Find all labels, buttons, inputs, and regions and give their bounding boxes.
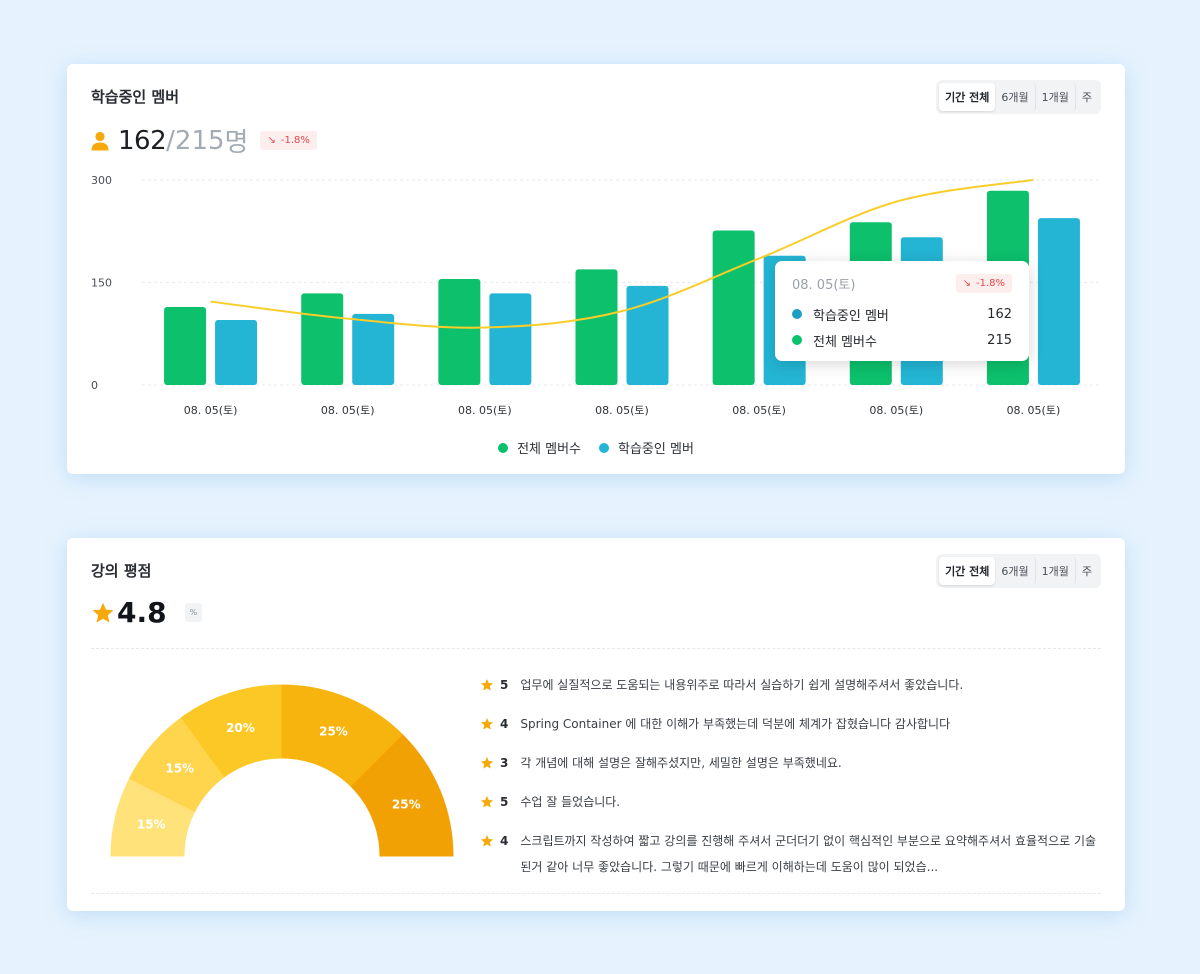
rating-value: 4.8 [117,596,167,629]
tab-6-months[interactable]: 6개월 [995,83,1036,111]
review-item[interactable]: 5 수업 잘 들었습니다. [480,789,1100,815]
tooltip-label: 전체 멤버수 [813,334,877,350]
x-tick-label: 08. 05(토) [1007,404,1061,417]
tooltip-delta-badge: ↘ -1.8% [955,274,1012,293]
star-icon [480,835,494,847]
tooltip-header: 08. 05(토) ↘ -1.8% [792,274,1012,293]
gauge-label: 15% [137,818,166,832]
x-tick-label: 08. 05(토) [595,404,649,417]
chart-legend: 전체 멤버수 학습중인 멤버 [67,438,1125,457]
review-score: 5 [500,678,509,692]
tab-all-period[interactable]: 기간 전체 [939,83,996,111]
legend-dot [599,442,610,453]
tooltip-dot [792,309,802,319]
period-tabs: 기간 전체 6개월 1개월 주 [936,80,1101,114]
bar-total[interactable] [712,230,755,385]
gauge-label: 15% [165,762,194,776]
tab-week[interactable]: 주 [1081,91,1092,104]
bar-active[interactable] [215,320,258,385]
x-tick-label: 08. 05(토) [869,404,923,417]
tooltip-label: 학습중인 멤버 [813,308,889,324]
member-count: 162 / 215 명 ↘ -1.8% [91,122,317,159]
star-icon [480,679,494,691]
card-title: 강의 평점 [91,562,152,580]
x-tick-label: 08. 05(토) [732,404,786,417]
tooltip-date: 08. 05(토) [792,278,856,293]
review-score: 3 [500,756,509,770]
bar-active[interactable] [489,293,532,385]
bar-total[interactable] [575,269,618,385]
review-text: 업무에 실질적으로 도움되는 내용위주로 따라서 실습하기 쉽게 설명해주셔서 … [520,678,964,692]
tab-1-month[interactable]: 1개월 [1036,83,1076,111]
star-icon [480,757,494,769]
trend-line [210,178,1034,329]
legend-item-total[interactable]: 전체 멤버수 [498,438,581,457]
tooltip-value: 215 [987,332,1012,348]
count-separator: / [166,125,175,156]
review-score: 4 [500,834,509,848]
review-text: 수업 잘 들었습니다. [520,795,621,809]
chart-tooltip: 08. 05(토) ↘ -1.8% 학습중인 멤버 162 전체 멤버수 215 [775,261,1029,361]
member-card: 학습중인 멤버 기간 전체 6개월 1개월 주 162 / 215 명 ↘ -1… [67,64,1125,474]
count-unit: 명 [224,128,249,158]
delta-badge: ↘ -1.8% [260,131,317,150]
star-icon [480,796,494,808]
review-item[interactable]: 4 Spring Container 에 대한 이해가 부족했는데 덕분에 체계가… [480,711,1100,737]
x-tick-label: 08. 05(토) [458,404,512,417]
review-item[interactable]: 3 각 개념에 대해 설명은 잘해주셨지만, 세밀한 설명은 부족했네요. [480,750,1100,776]
legend-label: 학습중인 멤버 [618,442,694,457]
arrow-down-right-icon: ↘ [962,278,971,289]
y-tick-label: 150 [91,276,112,289]
review-item[interactable]: 4 스크립트까지 작성하여 짧고 강의를 진행해 주셔서 군더더기 없이 핵심적인… [480,828,1100,880]
bar-total[interactable] [438,279,481,385]
y-tick-label: 300 [91,174,112,187]
arrow-down-right-icon: ↘ [267,135,276,146]
divider [91,648,1101,649]
tooltip-row-total: 전체 멤버수 215 [792,327,1012,353]
bar-total[interactable] [164,307,207,385]
review-list: 5 업무에 실질적으로 도움되는 내용위주로 따라서 실습하기 쉽게 설명해주셔서… [480,672,1100,893]
current-member-count: 162 [118,125,167,156]
tab-6-months[interactable]: 6개월 [995,557,1036,585]
delta-value: -1.8% [280,135,310,146]
tab-week[interactable]: 주 [1081,565,1092,578]
user-icon [91,131,109,150]
bar-active[interactable] [1037,218,1080,385]
rating-summary: 4.8 % [91,596,203,629]
legend-item-active[interactable]: 학습중인 멤버 [599,438,694,457]
card-title: 학습중인 멤버 [91,88,180,106]
gauge-label: 25% [392,798,421,812]
y-tick-label: 0 [91,379,98,392]
bar-total[interactable] [301,293,344,385]
bar-active[interactable] [626,285,669,385]
tooltip-dot [792,335,802,345]
star-icon [480,718,494,730]
divider [91,893,1101,894]
review-text: 스크립트까지 작성하여 짧고 강의를 진행해 주셔서 군더더기 없이 핵심적인 … [520,834,1097,874]
gauge-segment[interactable] [350,734,454,857]
tab-1-month[interactable]: 1개월 [1036,557,1076,585]
bar-active[interactable] [352,313,395,385]
review-score: 5 [500,795,509,809]
review-item[interactable]: 5 업무에 실질적으로 도움되는 내용위주로 따라서 실습하기 쉽게 설명해주셔서… [480,672,1100,698]
x-tick-label: 08. 05(토) [321,404,375,417]
rating-delta-badge: % [184,603,203,622]
x-tick-label: 08. 05(토) [184,404,238,417]
gauge-label: 25% [319,725,348,739]
rating-gauge-chart: 15% 15% 20% 25% 25% [110,684,454,857]
tooltip-value: 162 [987,306,1012,322]
tooltip-delta-value: -1.8% [975,278,1005,289]
rating-card: 강의 평점 기간 전체 6개월 1개월 주 4.8 % 15% 15% 20% 25%… [67,538,1125,911]
legend-label: 전체 멤버수 [517,442,582,457]
review-score: 4 [500,717,509,731]
tab-all-period[interactable]: 기간 전체 [939,557,996,585]
review-text: 각 개념에 대해 설명은 잘해주셨지만, 세밀한 설명은 부족했네요. [520,756,842,770]
gauge-label: 20% [226,721,255,735]
star-icon [92,602,114,622]
review-text: Spring Container 에 대한 이해가 부족했는데 덕분에 체계가 … [520,717,951,731]
total-member-count: 215 [174,125,225,156]
period-tabs: 기간 전체 6개월 1개월 주 [936,554,1101,588]
legend-dot [498,442,509,453]
tooltip-row-active: 학습중인 멤버 162 [792,301,1012,327]
